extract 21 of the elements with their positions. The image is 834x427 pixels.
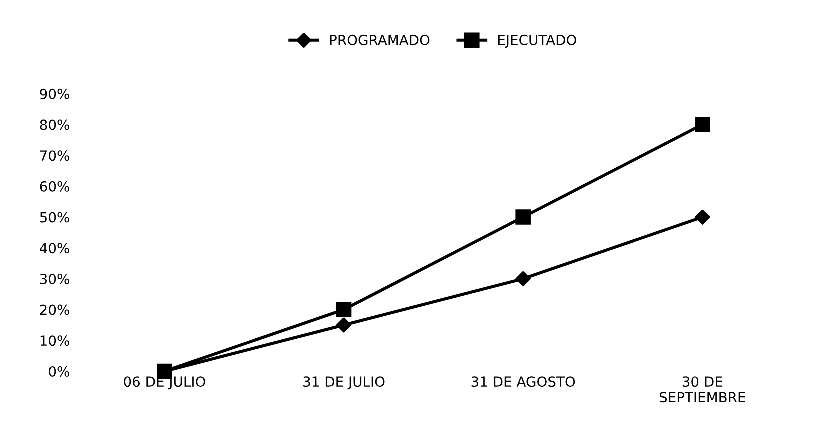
x-tick-label: 31 DE AGOSTO — [472, 376, 576, 388]
y-tick-label: 40% — [40, 243, 70, 254]
x-tick-label: 31 DE JULIO — [304, 376, 385, 390]
point — [695, 210, 710, 225]
y-tick-label: 10% — [40, 336, 70, 346]
y-tick-label: 90% — [40, 88, 70, 100]
y-tick-label: 20% — [40, 304, 70, 316]
point — [695, 117, 710, 132]
point — [336, 302, 352, 318]
legend-label: EJECUTADO — [498, 34, 576, 48]
legend-label: PROGRAMADO — [330, 34, 430, 46]
point — [516, 210, 531, 225]
y-tick-label: 70% — [40, 150, 70, 162]
y-tick-label: 50% — [40, 212, 70, 223]
y-tick-label: 80% — [40, 120, 70, 130]
y-tick-label: 60% — [40, 181, 70, 192]
point — [516, 271, 531, 287]
y-tick-label: 0% — [49, 366, 70, 377]
point — [336, 318, 352, 333]
x-tick-label: 30 DE SEPTIEMBRE — [660, 376, 746, 403]
y-tick-label: 30% — [40, 274, 70, 284]
